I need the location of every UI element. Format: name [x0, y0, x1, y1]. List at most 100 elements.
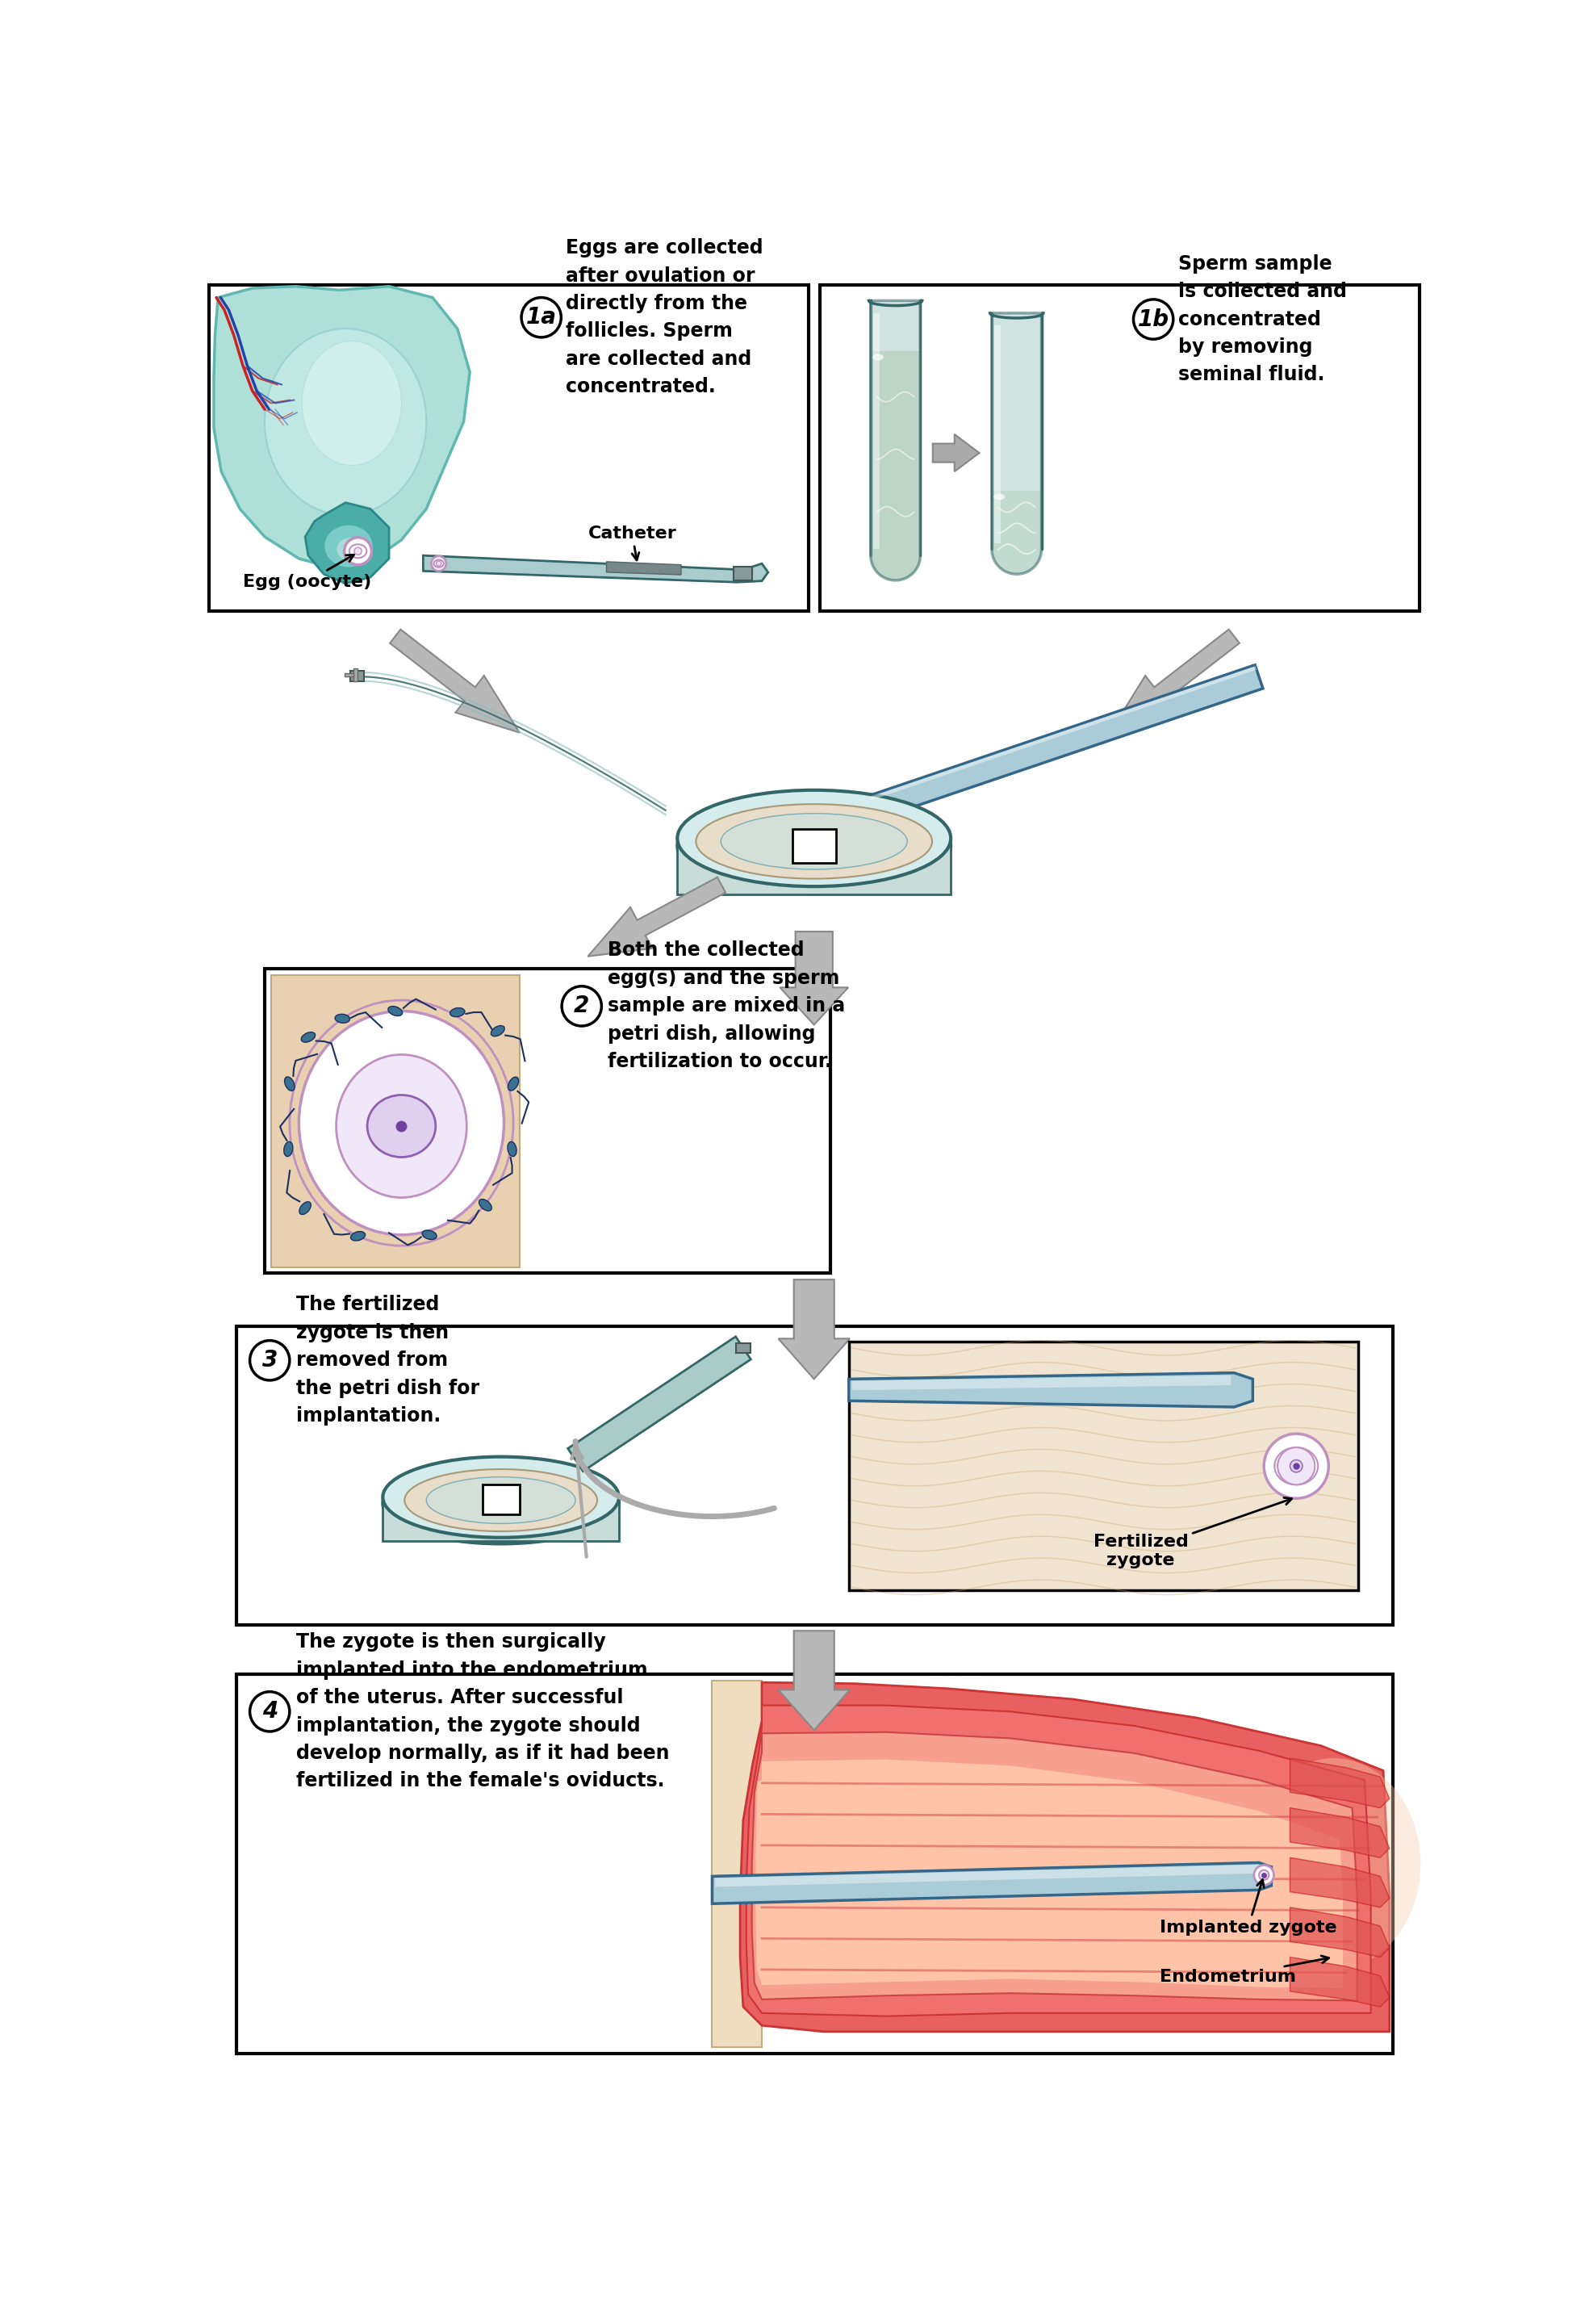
Ellipse shape	[299, 1011, 504, 1234]
Bar	[481, 1485, 520, 1515]
Polygon shape	[995, 325, 1001, 544]
Circle shape	[1258, 1871, 1270, 1880]
Ellipse shape	[388, 1006, 402, 1016]
Polygon shape	[607, 562, 682, 574]
Circle shape	[1263, 1434, 1328, 1499]
Text: 2: 2	[574, 995, 590, 1018]
Polygon shape	[567, 1336, 750, 1471]
Circle shape	[345, 537, 372, 565]
Circle shape	[249, 1692, 289, 1731]
Bar	[237, 1673, 1392, 2054]
Polygon shape	[305, 502, 389, 583]
Text: Fertilized
zygote: Fertilized zygote	[1093, 1497, 1292, 1569]
Ellipse shape	[335, 1013, 350, 1023]
Circle shape	[354, 548, 362, 555]
Polygon shape	[1290, 1908, 1389, 1957]
Polygon shape	[752, 1731, 1357, 2001]
Text: 4: 4	[262, 1701, 278, 1722]
Ellipse shape	[324, 525, 373, 567]
Bar	[237, 1327, 1392, 1624]
Polygon shape	[423, 555, 767, 583]
Bar	[736, 1343, 750, 1353]
Polygon shape	[1290, 1957, 1389, 2008]
Text: Eggs are collected
after ovulation or
directly from the
follicles. Sperm
are col: Eggs are collected after ovulation or di…	[566, 237, 764, 397]
Polygon shape	[215, 286, 470, 567]
Polygon shape	[849, 1373, 1252, 1406]
Circle shape	[1133, 300, 1173, 339]
Polygon shape	[780, 932, 849, 1025]
Ellipse shape	[872, 353, 883, 360]
Bar	[793, 830, 836, 862]
Polygon shape	[871, 667, 1257, 799]
Ellipse shape	[337, 537, 367, 562]
Text: 1b: 1b	[1138, 309, 1170, 330]
Ellipse shape	[478, 1199, 491, 1211]
Text: Catheter: Catheter	[588, 525, 677, 560]
Ellipse shape	[299, 1202, 311, 1215]
Ellipse shape	[426, 1478, 575, 1525]
Ellipse shape	[423, 1229, 437, 1239]
Polygon shape	[715, 1864, 1268, 1887]
Bar	[351, 669, 364, 681]
Polygon shape	[740, 1683, 1389, 2031]
Ellipse shape	[383, 1457, 620, 1538]
Text: 3: 3	[262, 1350, 278, 1371]
Bar	[734, 567, 753, 581]
Bar	[265, 969, 829, 1274]
Polygon shape	[383, 1497, 620, 1541]
Ellipse shape	[337, 1055, 467, 1197]
Ellipse shape	[302, 1032, 315, 1041]
Polygon shape	[933, 435, 979, 472]
Text: The fertilized
zygote is then
removed from
the petri dish for
implantation.: The fertilized zygote is then removed fr…	[296, 1294, 480, 1425]
Bar	[208, 286, 809, 611]
Bar	[820, 286, 1421, 611]
Polygon shape	[756, 1759, 1343, 1987]
Polygon shape	[992, 314, 1041, 574]
Circle shape	[563, 985, 602, 1025]
Circle shape	[1278, 1448, 1316, 1485]
Ellipse shape	[1246, 1759, 1421, 1968]
Polygon shape	[1290, 1808, 1389, 1857]
Text: 1a: 1a	[526, 307, 556, 328]
Bar	[272, 976, 520, 1267]
Polygon shape	[1290, 1759, 1389, 1808]
Ellipse shape	[507, 1141, 516, 1157]
Text: Implanted zygote: Implanted zygote	[1160, 1880, 1336, 1936]
Text: Both the collected
egg(s) and the sperm
sample are mixed in a
petri dish, allowi: Both the collected egg(s) and the sperm …	[607, 941, 845, 1071]
Ellipse shape	[302, 342, 402, 465]
Polygon shape	[747, 1706, 1371, 2017]
Circle shape	[249, 1341, 289, 1380]
Polygon shape	[869, 665, 1263, 818]
Ellipse shape	[508, 1076, 518, 1090]
Polygon shape	[712, 1862, 1271, 1903]
Polygon shape	[677, 839, 950, 895]
Polygon shape	[588, 876, 726, 957]
Circle shape	[1254, 1866, 1274, 1885]
Ellipse shape	[351, 1232, 365, 1241]
Ellipse shape	[284, 1141, 292, 1157]
Bar	[345, 674, 356, 676]
Polygon shape	[871, 300, 920, 581]
Text: Egg (oocyte): Egg (oocyte)	[243, 555, 372, 590]
Ellipse shape	[405, 1469, 597, 1532]
Ellipse shape	[721, 813, 907, 869]
Ellipse shape	[367, 1095, 435, 1157]
Circle shape	[437, 560, 442, 567]
Bar	[354, 667, 358, 681]
Ellipse shape	[677, 797, 950, 895]
Polygon shape	[1290, 1857, 1389, 1908]
Polygon shape	[871, 351, 920, 581]
Ellipse shape	[491, 1025, 505, 1037]
Polygon shape	[1109, 630, 1239, 732]
Polygon shape	[779, 1631, 850, 1731]
Ellipse shape	[993, 493, 1004, 500]
Text: The zygote is then surgically
implanted into the endometrium
of the uterus. Afte: The zygote is then surgically implanted …	[296, 1631, 669, 1792]
Ellipse shape	[450, 1009, 464, 1018]
Circle shape	[1290, 1459, 1303, 1473]
Ellipse shape	[284, 1076, 294, 1090]
Polygon shape	[852, 1376, 1231, 1390]
Polygon shape	[389, 630, 520, 732]
Circle shape	[521, 297, 561, 337]
Circle shape	[431, 555, 447, 572]
Text: Sperm sample
is collected and
concentrated
by removing
seminal fluid.: Sperm sample is collected and concentrat…	[1177, 253, 1347, 383]
